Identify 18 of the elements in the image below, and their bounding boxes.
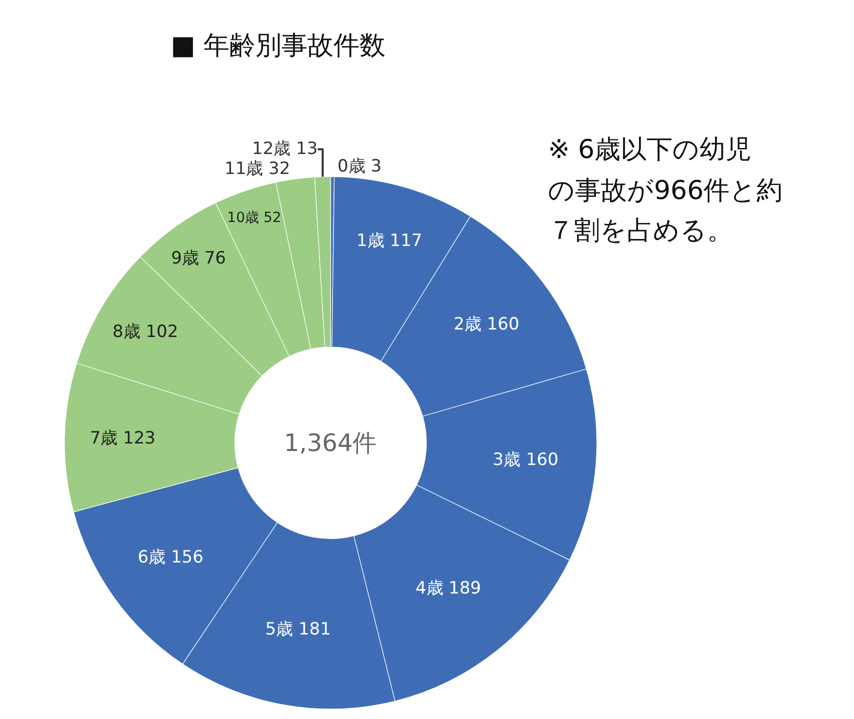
slice-label: 2歳 160 (454, 314, 520, 334)
slice-label: 3歳 160 (492, 450, 558, 470)
slice-label: 6歳 156 (138, 548, 204, 568)
slice-label: 4歳 189 (415, 578, 482, 598)
text: 1,364件 (284, 429, 377, 457)
slice-label: 8歳 102 (112, 322, 178, 342)
text: ７割を占める。 (548, 216, 733, 246)
text: の事故が966件と約 (548, 176, 783, 206)
text: ※ 6歳以下の幼児 (548, 135, 752, 165)
slice-label: 5歳 181 (265, 619, 331, 640)
slice-label: 0歳 3 (337, 156, 382, 177)
slice-label: 9歳 76 (171, 248, 226, 269)
slice-label: 12歳 13 (252, 139, 318, 160)
chart-title: ■ 年齢別事故件数 (170, 31, 386, 62)
slice-label: 1歳 117 (356, 231, 422, 251)
slice-label: 7歳 123 (90, 428, 156, 449)
slice-label: 10歳 52 (227, 210, 282, 226)
slice-label: 11歳 32 (224, 159, 290, 180)
